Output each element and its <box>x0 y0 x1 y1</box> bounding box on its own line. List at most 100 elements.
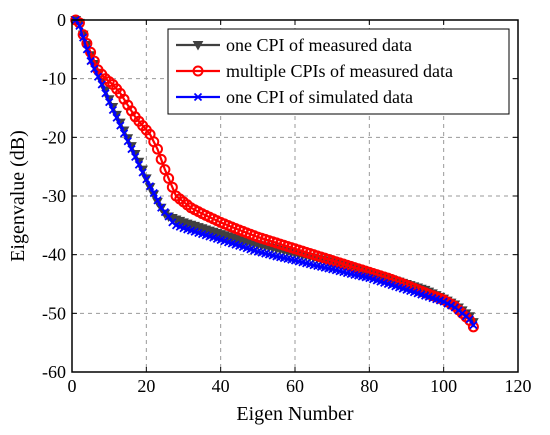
marker-stroke <box>432 295 441 304</box>
marker-stroke <box>209 233 218 242</box>
marker-stroke <box>339 268 348 277</box>
marker-stroke <box>402 285 411 295</box>
marker-stroke <box>435 296 445 305</box>
data-point <box>116 121 125 130</box>
marker-stroke <box>190 227 199 236</box>
marker-stroke <box>90 64 99 74</box>
marker-stroke <box>331 266 341 275</box>
marker-stroke <box>242 244 251 253</box>
marker-stroke <box>446 301 456 310</box>
data-point <box>119 129 129 138</box>
data-point <box>149 188 158 198</box>
marker-stroke <box>376 277 385 286</box>
data-point <box>164 212 173 221</box>
y-axis-title: Eigenvalue (dB) <box>7 130 29 262</box>
data-point <box>469 320 478 330</box>
marker-stroke <box>380 278 389 287</box>
data-point <box>153 196 162 205</box>
marker-stroke <box>127 144 136 154</box>
legend-box <box>167 28 510 115</box>
data-point <box>112 113 121 122</box>
marker-stroke <box>231 240 240 249</box>
axis-ticks: 0 20 40 60 80 100 120 0 -10 -20 -30 -40 -50 -60 <box>42 10 532 396</box>
marker-stroke <box>365 273 374 283</box>
marker-stroke <box>201 231 210 240</box>
x-tick-label: 120 <box>505 376 532 396</box>
y-tick-label: -30 <box>42 186 66 206</box>
data-point <box>131 152 140 162</box>
data-point <box>97 80 106 89</box>
marker-stroke <box>257 248 266 257</box>
marker-stroke <box>268 251 277 260</box>
marker-stroke <box>175 222 184 231</box>
data-point <box>166 181 178 193</box>
marker-stroke <box>249 246 259 255</box>
data-point <box>465 315 474 324</box>
legend-label: one CPI of measured data <box>226 35 412 55</box>
x-axis-title: Eigen Number <box>236 403 354 425</box>
marker-stroke <box>361 273 370 282</box>
marker-stroke <box>93 72 103 81</box>
plot-series <box>70 14 479 333</box>
marker-stroke <box>275 253 285 262</box>
x-tick-label: 80 <box>360 376 378 396</box>
data-point <box>159 164 171 176</box>
marker-stroke <box>413 289 422 298</box>
marker-stroke <box>193 92 203 102</box>
marker-stroke <box>342 268 352 278</box>
marker-stroke <box>302 259 311 268</box>
marker-stroke <box>350 270 359 279</box>
y-tick-label: -10 <box>42 69 66 89</box>
data-point <box>90 64 99 74</box>
marker-stroke <box>465 315 474 324</box>
marker-stroke <box>320 263 329 272</box>
marker-stroke <box>424 292 433 302</box>
data-point <box>155 153 167 165</box>
marker-stroke <box>142 175 151 184</box>
marker-stroke <box>160 207 170 217</box>
marker-stroke <box>220 237 229 246</box>
marker-stroke <box>216 235 225 245</box>
x-tick-label: 0 <box>68 376 77 396</box>
marker-stroke <box>298 258 307 267</box>
marker-stroke <box>97 80 106 89</box>
marker-stroke <box>264 250 274 259</box>
data-point <box>101 89 110 98</box>
marker-stroke <box>183 225 192 234</box>
marker-stroke <box>287 255 296 264</box>
x-tick-label: 20 <box>137 376 155 396</box>
x-tick-label: 60 <box>286 376 304 396</box>
marker-stroke <box>246 245 255 254</box>
marker-stroke <box>290 256 300 265</box>
marker-stroke <box>309 261 318 270</box>
marker-stroke <box>354 271 363 280</box>
marker-stroke <box>138 168 147 177</box>
legend-marker <box>192 65 204 77</box>
marker-stroke <box>194 228 203 238</box>
marker-stroke <box>469 320 478 330</box>
data-point <box>85 46 97 58</box>
marker-stroke <box>283 254 292 264</box>
legend-item: one CPI of measured data <box>176 35 412 55</box>
data-point <box>86 56 95 66</box>
marker-stroke <box>164 212 173 221</box>
marker-stroke <box>391 282 400 291</box>
data-point <box>142 175 151 184</box>
marker-stroke <box>86 56 95 66</box>
marker-stroke <box>346 269 355 279</box>
marker-stroke <box>205 232 214 241</box>
marker-stroke <box>294 257 303 266</box>
marker-stroke <box>335 267 344 276</box>
marker-stroke <box>316 262 326 272</box>
marker-stroke <box>238 242 248 252</box>
y-tick-label: -40 <box>42 245 66 265</box>
series-3 <box>71 15 478 330</box>
marker-stroke <box>368 275 378 284</box>
data-point <box>151 143 163 155</box>
marker-stroke <box>443 299 452 308</box>
marker-stroke <box>108 105 118 115</box>
marker-stroke <box>387 281 396 290</box>
marker-stroke <box>197 229 207 239</box>
marker-stroke <box>134 160 144 169</box>
